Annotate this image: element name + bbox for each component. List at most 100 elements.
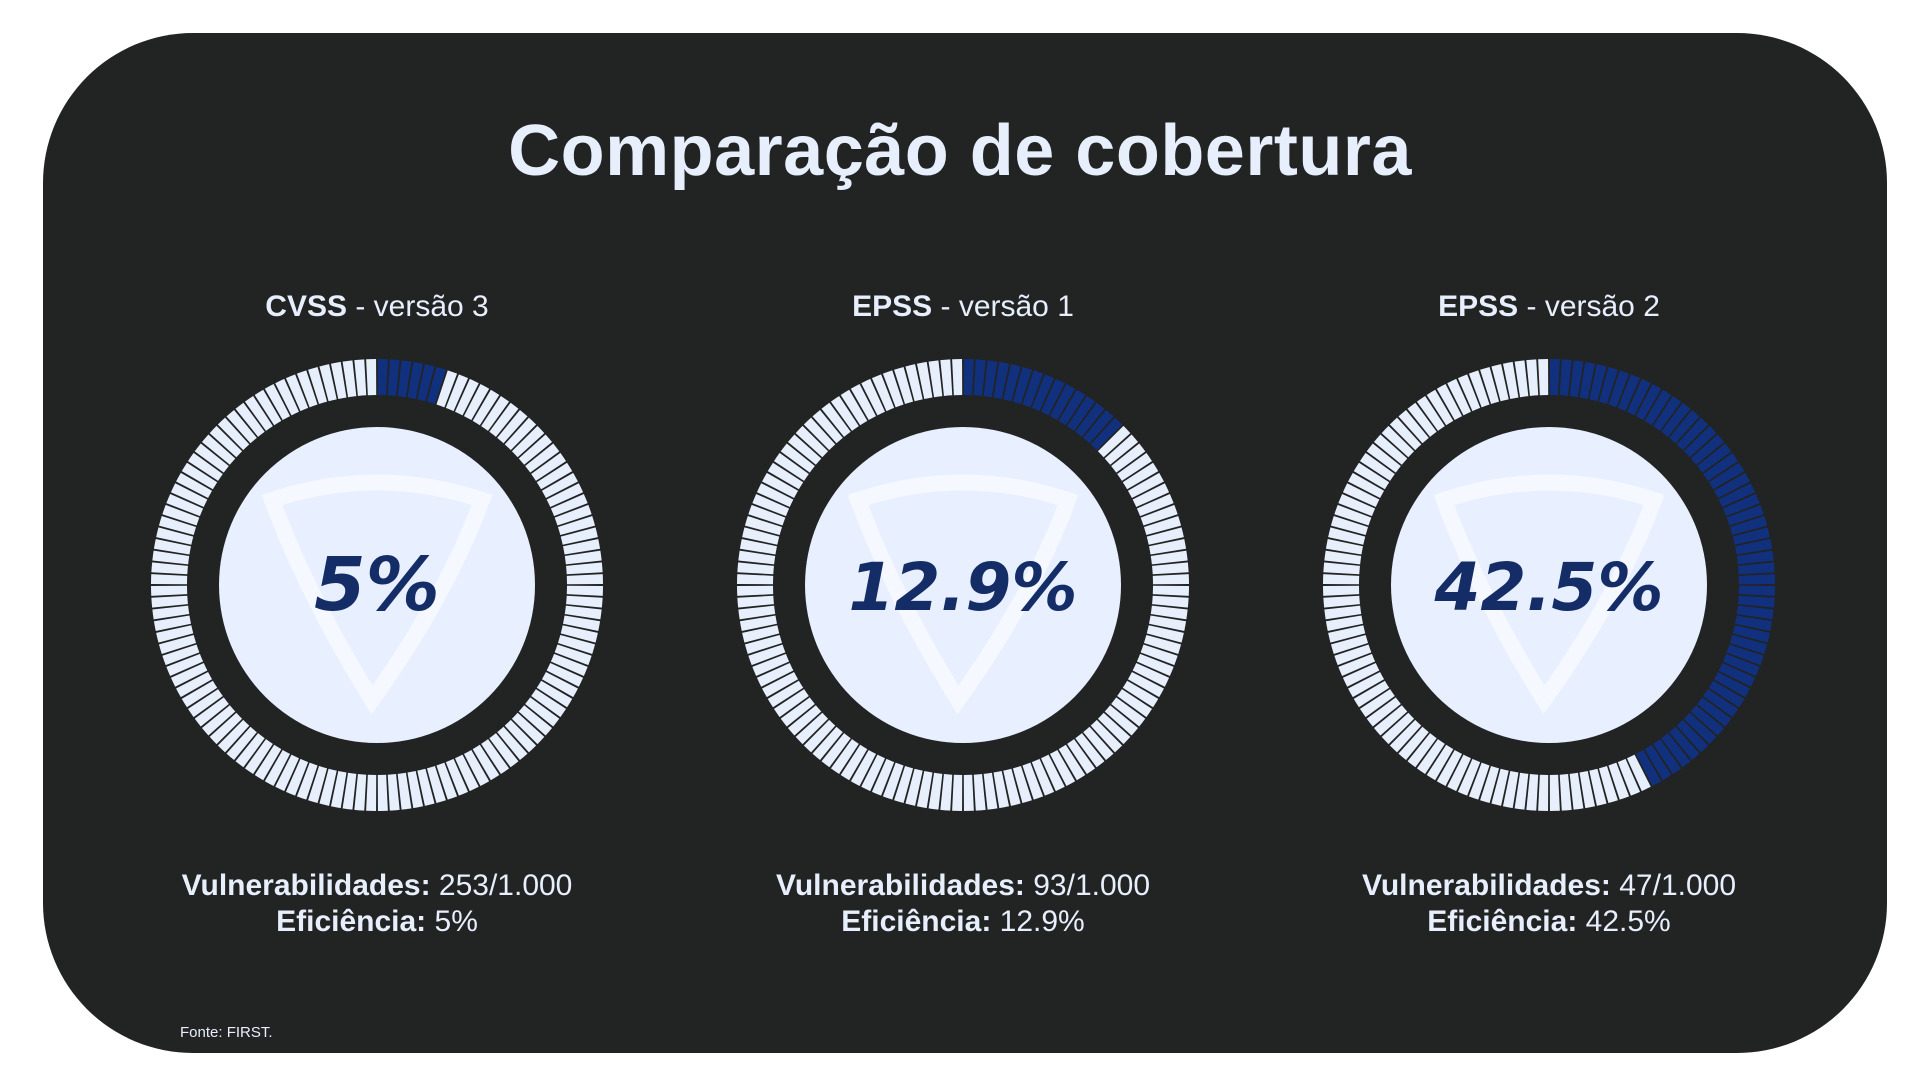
vulnerabilities-value: 47/1.000 — [1619, 869, 1737, 902]
gauge-segment-empty — [354, 359, 367, 396]
gauge-segment-filled — [377, 359, 388, 396]
gauge-segment-empty — [557, 634, 596, 654]
gauge-segment-empty — [905, 768, 923, 806]
gauge-segment-empty — [525, 443, 560, 473]
gauge-segment-empty — [1150, 550, 1188, 565]
gauge-segment-empty — [1514, 772, 1529, 810]
gauge-segment-empty — [455, 754, 479, 792]
gauge-segment-filled — [1738, 574, 1775, 585]
gauge-segment-empty — [1324, 550, 1362, 565]
gauge-segment-empty — [566, 595, 603, 608]
gauge-segment-empty — [472, 389, 500, 426]
gauge-segment-empty — [1480, 366, 1500, 405]
gauge-segment-filled — [1644, 744, 1672, 781]
gauge-segment-empty — [1111, 443, 1146, 473]
gauge-segment-empty — [550, 653, 588, 677]
gauge-segment-empty — [181, 680, 218, 708]
gauge-segment-empty — [554, 644, 592, 666]
gauge-segment-empty — [1328, 527, 1366, 545]
gauge-segment-empty — [861, 378, 885, 416]
gauge-segment-empty — [226, 726, 257, 761]
gauge-segment-filled — [1697, 697, 1732, 727]
gauge-segment-empty — [226, 409, 257, 444]
gauge-segment-empty — [541, 472, 578, 499]
gauge-segment-filled — [1653, 739, 1682, 775]
gauge-segment-empty — [737, 585, 774, 596]
gauge-segment-filled — [1726, 504, 1764, 526]
gauge-segment-empty — [557, 516, 596, 536]
gauge-segment-empty — [1323, 574, 1360, 585]
gauge-segment-empty — [181, 462, 218, 490]
gauge-segment-empty — [1117, 689, 1153, 718]
gauge-segment-empty — [176, 472, 213, 499]
gauge-segment-empty — [1328, 625, 1366, 643]
gauge-segment-empty — [319, 364, 337, 402]
gauge-segment-empty — [1381, 425, 1415, 458]
gauge-segment-empty — [1426, 389, 1454, 426]
gauge-segment-empty — [767, 680, 804, 708]
gauge-segment-empty — [1041, 754, 1065, 792]
gauge-segment-empty — [296, 762, 318, 800]
gauge-segment-empty — [445, 374, 469, 412]
gauge-segment-empty — [871, 758, 895, 796]
gauge-segment-filled — [1732, 527, 1770, 545]
gauge-segment-filled — [1635, 384, 1662, 421]
gauge-segment-empty — [1514, 360, 1529, 398]
gauge-segment-empty — [342, 772, 357, 810]
gauge-segment-empty — [1491, 768, 1509, 806]
gauge-segment-empty — [840, 744, 868, 781]
gauge-chart: 5% — [151, 359, 603, 811]
panel-title: CVSS - versão 3 — [97, 290, 657, 324]
gauge-segment-empty — [940, 359, 953, 396]
gauge-segment-filled — [1669, 409, 1700, 444]
panel-title-name: CVSS — [265, 290, 347, 323]
gauge-segment-empty — [871, 374, 895, 412]
gauge-segment-empty — [742, 527, 780, 545]
gauge-segment-filled — [993, 361, 1010, 399]
gauge-segment-empty — [1389, 417, 1422, 451]
gauge-segment-empty — [1359, 452, 1395, 481]
gauge-segment-empty — [170, 483, 208, 507]
gauge-segment-empty — [1152, 574, 1189, 585]
gauge-segment-empty — [1579, 771, 1596, 809]
gauge-segment-empty — [566, 562, 603, 575]
gauge-segment-empty — [1373, 705, 1408, 736]
gauge-segment-empty — [151, 585, 188, 596]
gauge-segment-empty — [455, 378, 479, 416]
gauge-segment-empty — [217, 417, 250, 451]
gauge-segment-empty — [1569, 772, 1584, 810]
gauge-segment-empty — [1502, 361, 1519, 399]
gauge-segment-empty — [1398, 726, 1429, 761]
gauge-segment-empty — [952, 774, 963, 811]
gauge-segment-empty — [1083, 726, 1114, 761]
gauge-segment-empty — [1436, 384, 1463, 421]
gauge-segment-empty — [387, 774, 400, 811]
gauge-segment-empty — [397, 772, 412, 810]
gauge-segment-empty — [296, 370, 318, 408]
gauge-segment-filled — [1589, 364, 1607, 402]
gauge-segment-filled — [973, 359, 986, 396]
gauge-segment-empty — [748, 504, 786, 526]
watermark-shield-icon — [1433, 474, 1665, 715]
gauge-segment-empty — [752, 653, 790, 677]
gauge-segment-empty — [795, 712, 829, 745]
gauge-segment-empty — [1589, 768, 1607, 806]
gauge-segment-empty — [1447, 378, 1471, 416]
gauge-segment-empty — [952, 359, 963, 396]
gauge-segment-empty — [1353, 462, 1390, 490]
efficiency-label: Eficiência: — [841, 905, 992, 938]
gauge-segment-empty — [511, 712, 545, 745]
gauge-segment-empty — [1324, 605, 1362, 620]
gauge-segment-empty — [1152, 585, 1189, 596]
gauge-segment-empty — [285, 758, 309, 796]
gauge-chart: 12.9% — [737, 359, 1189, 811]
gauge-segment-empty — [1104, 705, 1139, 736]
gauge-segment-empty — [1140, 644, 1178, 666]
gauge-segment-empty — [1617, 758, 1641, 796]
efficiency-value: 12.9% — [999, 905, 1085, 938]
gauge-segment-empty — [1407, 402, 1437, 437]
source-footnote: Fonte: FIRST. — [180, 1024, 273, 1041]
gauge-segment-empty — [1334, 504, 1372, 526]
vulnerabilities-label: Vulnerabilidades: — [775, 869, 1025, 902]
gauge-segment-empty — [162, 504, 200, 526]
